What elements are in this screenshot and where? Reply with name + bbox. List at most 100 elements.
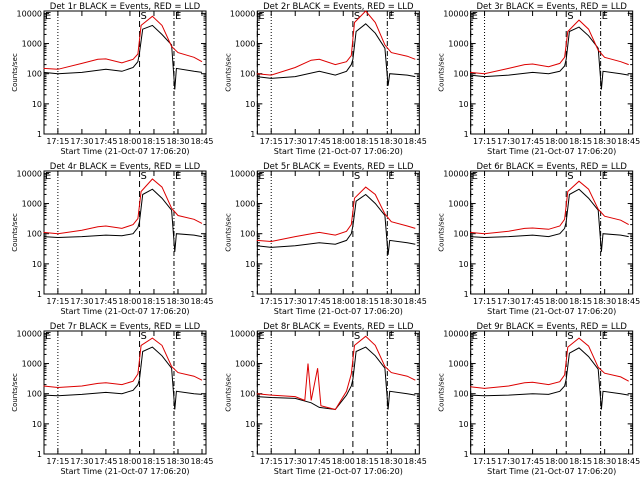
y-tick-label: 10000: [443, 9, 468, 18]
marker-label: E: [258, 171, 264, 182]
x-tick-label: 17:15: [46, 137, 69, 146]
series-events: [256, 193, 416, 255]
marker-label: E: [175, 171, 181, 182]
y-tick-label: 1: [464, 130, 469, 139]
x-tick-label: 17:45: [308, 137, 331, 146]
x-tick-label: 17:15: [260, 137, 283, 146]
x-tick-label: 18:45: [617, 137, 640, 146]
x-axis-label: Start Time (21-Oct-07 17:06:20): [274, 467, 403, 476]
x-tick-label: 17:30: [284, 457, 307, 466]
marker-label: S: [354, 171, 360, 182]
chart-title: Det 9r BLACK = Events, RED = LLD: [476, 322, 627, 332]
plot-frame: [256, 170, 420, 295]
y-tick-label: 1000: [448, 360, 468, 369]
x-tick-label: 18:00: [545, 457, 568, 466]
y-tick-label: 100: [27, 70, 42, 79]
y-tick-label: 1000: [22, 40, 42, 49]
marker-label: S: [141, 331, 147, 342]
y-tick-label: 1: [250, 290, 255, 299]
y-tick-label: 10: [245, 260, 255, 269]
x-tick-label: 18:00: [332, 137, 355, 146]
y-tick-label: 1000: [22, 200, 42, 209]
y-tick-label: 10000: [443, 329, 468, 338]
x-tick-label: 18:00: [545, 297, 568, 306]
series-lld: [256, 10, 416, 76]
x-axis-label: Start Time (21-Oct-07 17:06:20): [487, 307, 616, 316]
chart-title: Det 2r BLACK = Events, RED = LLD: [263, 2, 414, 12]
marker-label: E: [472, 11, 478, 22]
series-events: [43, 24, 203, 90]
x-tick-label: 17:30: [70, 457, 93, 466]
x-tick-label: 18:30: [380, 137, 403, 146]
marker-label: E: [602, 331, 608, 342]
chart-title: Det 1r BLACK = Events, RED = LLD: [50, 2, 201, 12]
series-lld: [256, 186, 416, 243]
y-axis-label: Counts/sec: [438, 53, 446, 92]
y-tick-label: 10000: [17, 9, 42, 18]
marker-label: E: [45, 11, 51, 22]
y-tick-label: 10: [458, 260, 468, 269]
y-tick-label: 10: [32, 100, 42, 109]
x-tick-label: 18:45: [617, 297, 640, 306]
x-tick-label: 17:45: [94, 137, 117, 146]
y-tick-label: 10000: [230, 329, 255, 338]
x-tick-label: 18:45: [404, 457, 427, 466]
x-tick-label: 17:45: [94, 297, 117, 306]
x-tick-label: 17:15: [473, 137, 496, 146]
chart-title: Det 6r BLACK = Events, RED = LLD: [476, 162, 627, 172]
y-axis-label: Counts/sec: [224, 53, 232, 92]
x-tick-label: 17:30: [284, 297, 307, 306]
x-tick-label: 18:30: [593, 457, 616, 466]
marker-label: E: [388, 171, 394, 182]
y-axis-label: Counts/sec: [11, 53, 19, 92]
x-tick-label: 18:45: [190, 457, 213, 466]
x-axis-label: Start Time (21-Oct-07 17:06:20): [274, 147, 403, 156]
marker-label: S: [567, 331, 573, 342]
chart-title: Det 5r BLACK = Events, RED = LLD: [263, 162, 414, 172]
y-tick-label: 1: [464, 290, 469, 299]
y-axis-label: Counts/sec: [224, 213, 232, 252]
series-lld: [470, 180, 629, 235]
y-tick-label: 1000: [22, 360, 42, 369]
y-tick-label: 10: [32, 420, 42, 429]
y-tick-label: 1000: [448, 200, 468, 209]
plot-frame: [43, 10, 207, 135]
x-tick-label: 17:45: [521, 297, 544, 306]
x-tick-label: 18:00: [118, 297, 141, 306]
x-tick-label: 17:15: [46, 297, 69, 306]
marker-label: E: [175, 331, 181, 342]
marker-label: S: [567, 171, 573, 182]
series-lld: [470, 337, 629, 389]
x-tick-label: 17:30: [497, 457, 520, 466]
y-axis-label: Counts/sec: [11, 373, 19, 412]
y-tick-label: 1: [464, 450, 469, 459]
detector-chart-9: Det 9r BLACK = Events, RED = LLD 1 10 100 10…: [438, 322, 640, 476]
y-tick-label: 100: [453, 230, 468, 239]
x-tick-label: 18:00: [332, 457, 355, 466]
x-axis-label: Start Time (21-Oct-07 17:06:20): [60, 147, 189, 156]
x-tick-label: 17:15: [260, 457, 283, 466]
x-tick-label: 17:15: [46, 457, 69, 466]
x-tick-label: 18:15: [356, 137, 379, 146]
y-tick-label: 1000: [448, 40, 468, 49]
series-events: [470, 347, 629, 410]
x-tick-label: 18:30: [380, 457, 403, 466]
x-tick-label: 18:00: [332, 297, 355, 306]
series-events: [43, 346, 203, 410]
y-tick-label: 1000: [235, 40, 255, 49]
detector-chart-5: Det 5r BLACK = Events, RED = LLD 1 10 100 10…: [224, 162, 427, 316]
y-tick-label: 1: [37, 290, 42, 299]
marker-label: S: [567, 11, 573, 22]
x-tick-label: 18:30: [166, 297, 189, 306]
x-tick-label: 18:45: [190, 137, 213, 146]
x-tick-label: 18:45: [404, 137, 427, 146]
detector-chart-4: Det 4r BLACK = Events, RED = LLD 1 10 100 10…: [11, 162, 214, 316]
y-tick-label: 10000: [230, 9, 255, 18]
marker-label: E: [602, 171, 608, 182]
y-tick-label: 1: [37, 130, 42, 139]
plot-frame: [256, 10, 420, 135]
y-tick-label: 10: [245, 420, 255, 429]
x-tick-label: 17:45: [308, 297, 331, 306]
x-tick-label: 17:45: [94, 457, 117, 466]
x-tick-label: 18:15: [569, 457, 592, 466]
